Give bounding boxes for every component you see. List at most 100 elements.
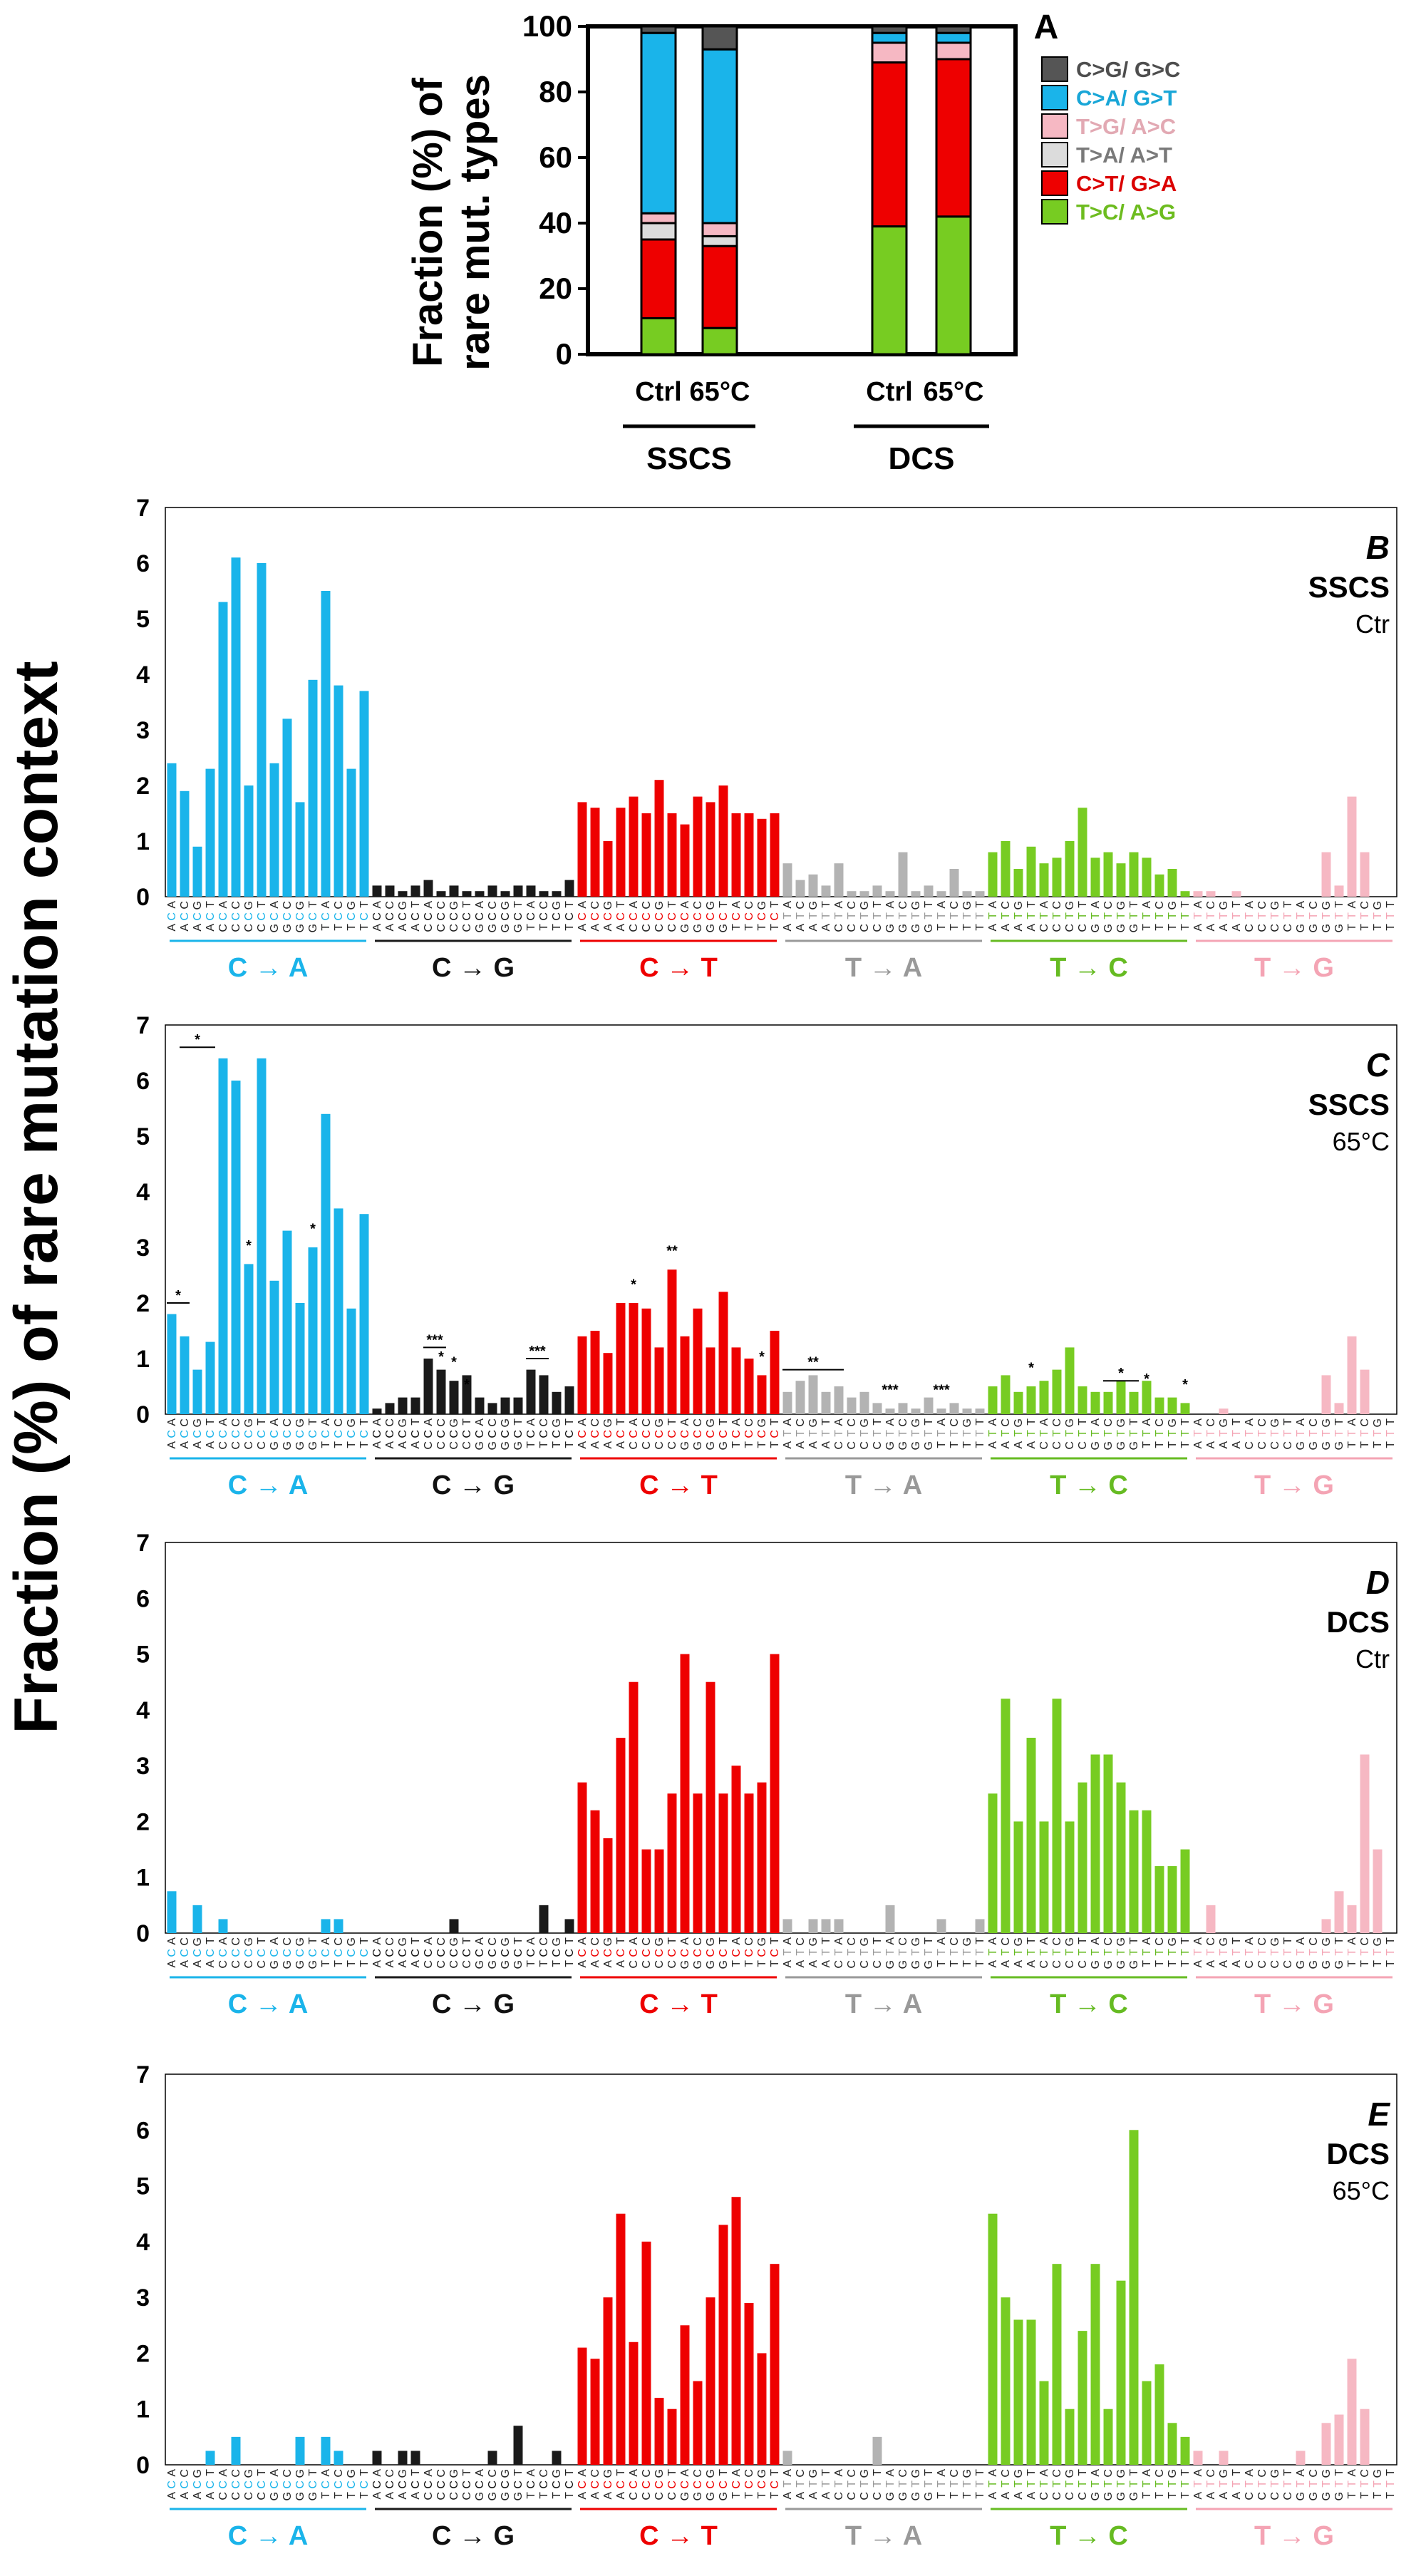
context-3prime-label: A [1090,901,1102,909]
context-mid-label: T [910,1949,922,1956]
context-mid-label: C [294,2480,306,2489]
context-3prime-label: C [589,901,601,910]
context-bar [770,1654,780,1933]
context-bar [1167,1866,1177,1933]
panel-a-legend-label: C>T/ G>A [1076,171,1177,196]
context-5prime-label: T [1154,2492,1166,2499]
context-bar [770,2264,780,2465]
context-3prime-label: G [859,1937,871,1946]
panel-a-bar-segment [640,31,677,215]
context-bar [1129,2130,1139,2465]
context-mid-label: C [679,2480,691,2489]
context-3prime-label: A [1295,1418,1307,1426]
context-5prime-label: C [448,924,460,932]
context-3prime-label: T [1128,2469,1140,2476]
context-bar [821,1919,831,1933]
context-bar [1013,2319,1023,2465]
context-bar [1078,808,1087,897]
context-mid-label: C [474,2480,486,2489]
context-mid-label: T [1244,2480,1256,2488]
context-mid-label: C [217,1949,229,1957]
context-bar [706,2297,715,2465]
context-bar [1193,2451,1203,2465]
context-5prime-label: G [923,924,935,932]
context-5prime-label: T [756,1960,768,1967]
panel-a-bar-segment [701,326,738,356]
context-5prime-label: G [897,2492,909,2500]
context-bar [1026,2319,1036,2465]
group-label: T → A [845,2521,922,2551]
context-5prime-label: A [1205,924,1217,932]
context-bar [1001,2297,1011,2465]
context-mid-label: C [179,2480,191,2489]
context-5prime-label: C [230,1960,242,1969]
panel-a-bar-segment [701,222,738,237]
ytick-label: 7 [136,495,150,522]
context-bar [667,813,677,897]
context-mid-label: C [602,912,614,921]
context-mid-label: T [1013,1949,1025,1956]
context-3prime-label: C [897,1418,909,1427]
panel-a-bar-segment [640,212,677,225]
context-mid-label: T [1051,1430,1063,1437]
context-5prime-label: T [974,924,986,931]
context-5prime-label: G [281,924,294,932]
context-bar [1321,852,1331,897]
context-5prime-label: G [884,1960,896,1969]
context-bar [872,1403,882,1414]
context-bar [834,1386,844,1414]
context-mid-label: T [859,1949,871,1956]
context-bar [231,1081,241,1414]
context-3prime-label: G [653,1418,666,1427]
context-bar [1206,1905,1216,1933]
context-bar [1001,1375,1011,1414]
context-5prime-label: C [1244,1441,1256,1450]
context-mid-label: C [641,912,653,921]
context-3prime-label: G [1321,901,1333,910]
context-3prime-label: C [692,1937,704,1946]
context-mid-label: T [1231,1949,1243,1956]
panel-a-bar-segment [935,31,972,44]
ytick-label: 6 [136,2117,150,2144]
context-3prime-label: T [974,1937,986,1944]
context-3prime-label: T [307,1418,319,1426]
group-label: T → G [1254,1470,1334,1500]
context-bar [1090,2264,1100,2465]
context-3prime-label: A [1244,2469,1256,2477]
context-3prime-label: A [987,901,999,909]
context-bar [1219,2451,1229,2465]
context-3prime-label: C [230,901,242,910]
context-mid-label: C [423,1430,435,1438]
context-mid-label: C [487,912,499,921]
ytick-label: 1 [136,1865,150,1892]
context-mid-label: C [179,912,191,921]
context-3prime-label: A [1090,2469,1102,2477]
context-bar [975,1919,985,1933]
context-bar [244,1264,254,1414]
context-mid-label: C [166,912,178,921]
context-mid-label: T [1000,1430,1012,1437]
context-mid-label: C [358,2480,371,2489]
context-bar [1321,2423,1331,2465]
context-3prime-label: G [243,2469,255,2478]
context-5prime-label: A [1192,1441,1204,1449]
context-3prime-label: G [1321,2469,1333,2478]
context-5prime-label: G [692,1441,704,1450]
context-5prime-label: C [243,1441,255,1450]
context-5prime-label: C [653,924,666,932]
context-mid-label: T [1141,2480,1153,2488]
context-bar [1129,1810,1139,1933]
context-5prime-label: A [615,1441,627,1449]
context-5prime-label: C [1038,1441,1050,1450]
context-3prime-label: C [281,901,294,910]
context-3prime-label: C [692,1418,704,1427]
context-bar [641,1308,651,1414]
context-3prime-label: T [564,901,576,908]
significance-mark: * [310,1221,316,1237]
context-5prime-label: A [615,2492,627,2500]
context-mid-label: C [666,1430,678,1438]
context-5prime-label: C [1269,2492,1281,2500]
context-5prime-label: A [795,1960,807,1968]
context-5prime-label: A [1025,2492,1038,2500]
context-5prime-label: T [358,2492,371,2499]
